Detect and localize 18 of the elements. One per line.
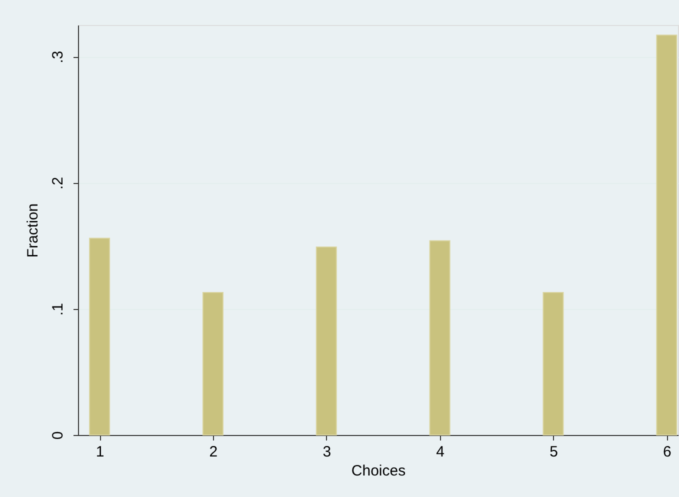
- y-tick-label: .3: [50, 50, 66, 64]
- x-tick-label: 6: [662, 444, 672, 460]
- x-axis-title: Choices: [351, 462, 406, 480]
- y-tick-label: 0: [50, 431, 66, 440]
- bar: [429, 240, 450, 436]
- bar: [316, 246, 337, 436]
- y-tick-label: .1: [50, 303, 66, 316]
- x-tick-label: 4: [436, 444, 444, 460]
- x-tick-label: 5: [550, 444, 558, 460]
- bar: [656, 34, 678, 436]
- bar: [89, 238, 110, 436]
- x-tick-label: 2: [209, 444, 218, 460]
- x-tick-label: 3: [322, 444, 332, 460]
- bar: [202, 292, 224, 436]
- y-axis-title: Fraction: [24, 203, 42, 258]
- x-tick-label: 1: [96, 444, 104, 460]
- y-tick-label: .2: [50, 176, 66, 190]
- bar: [542, 292, 564, 436]
